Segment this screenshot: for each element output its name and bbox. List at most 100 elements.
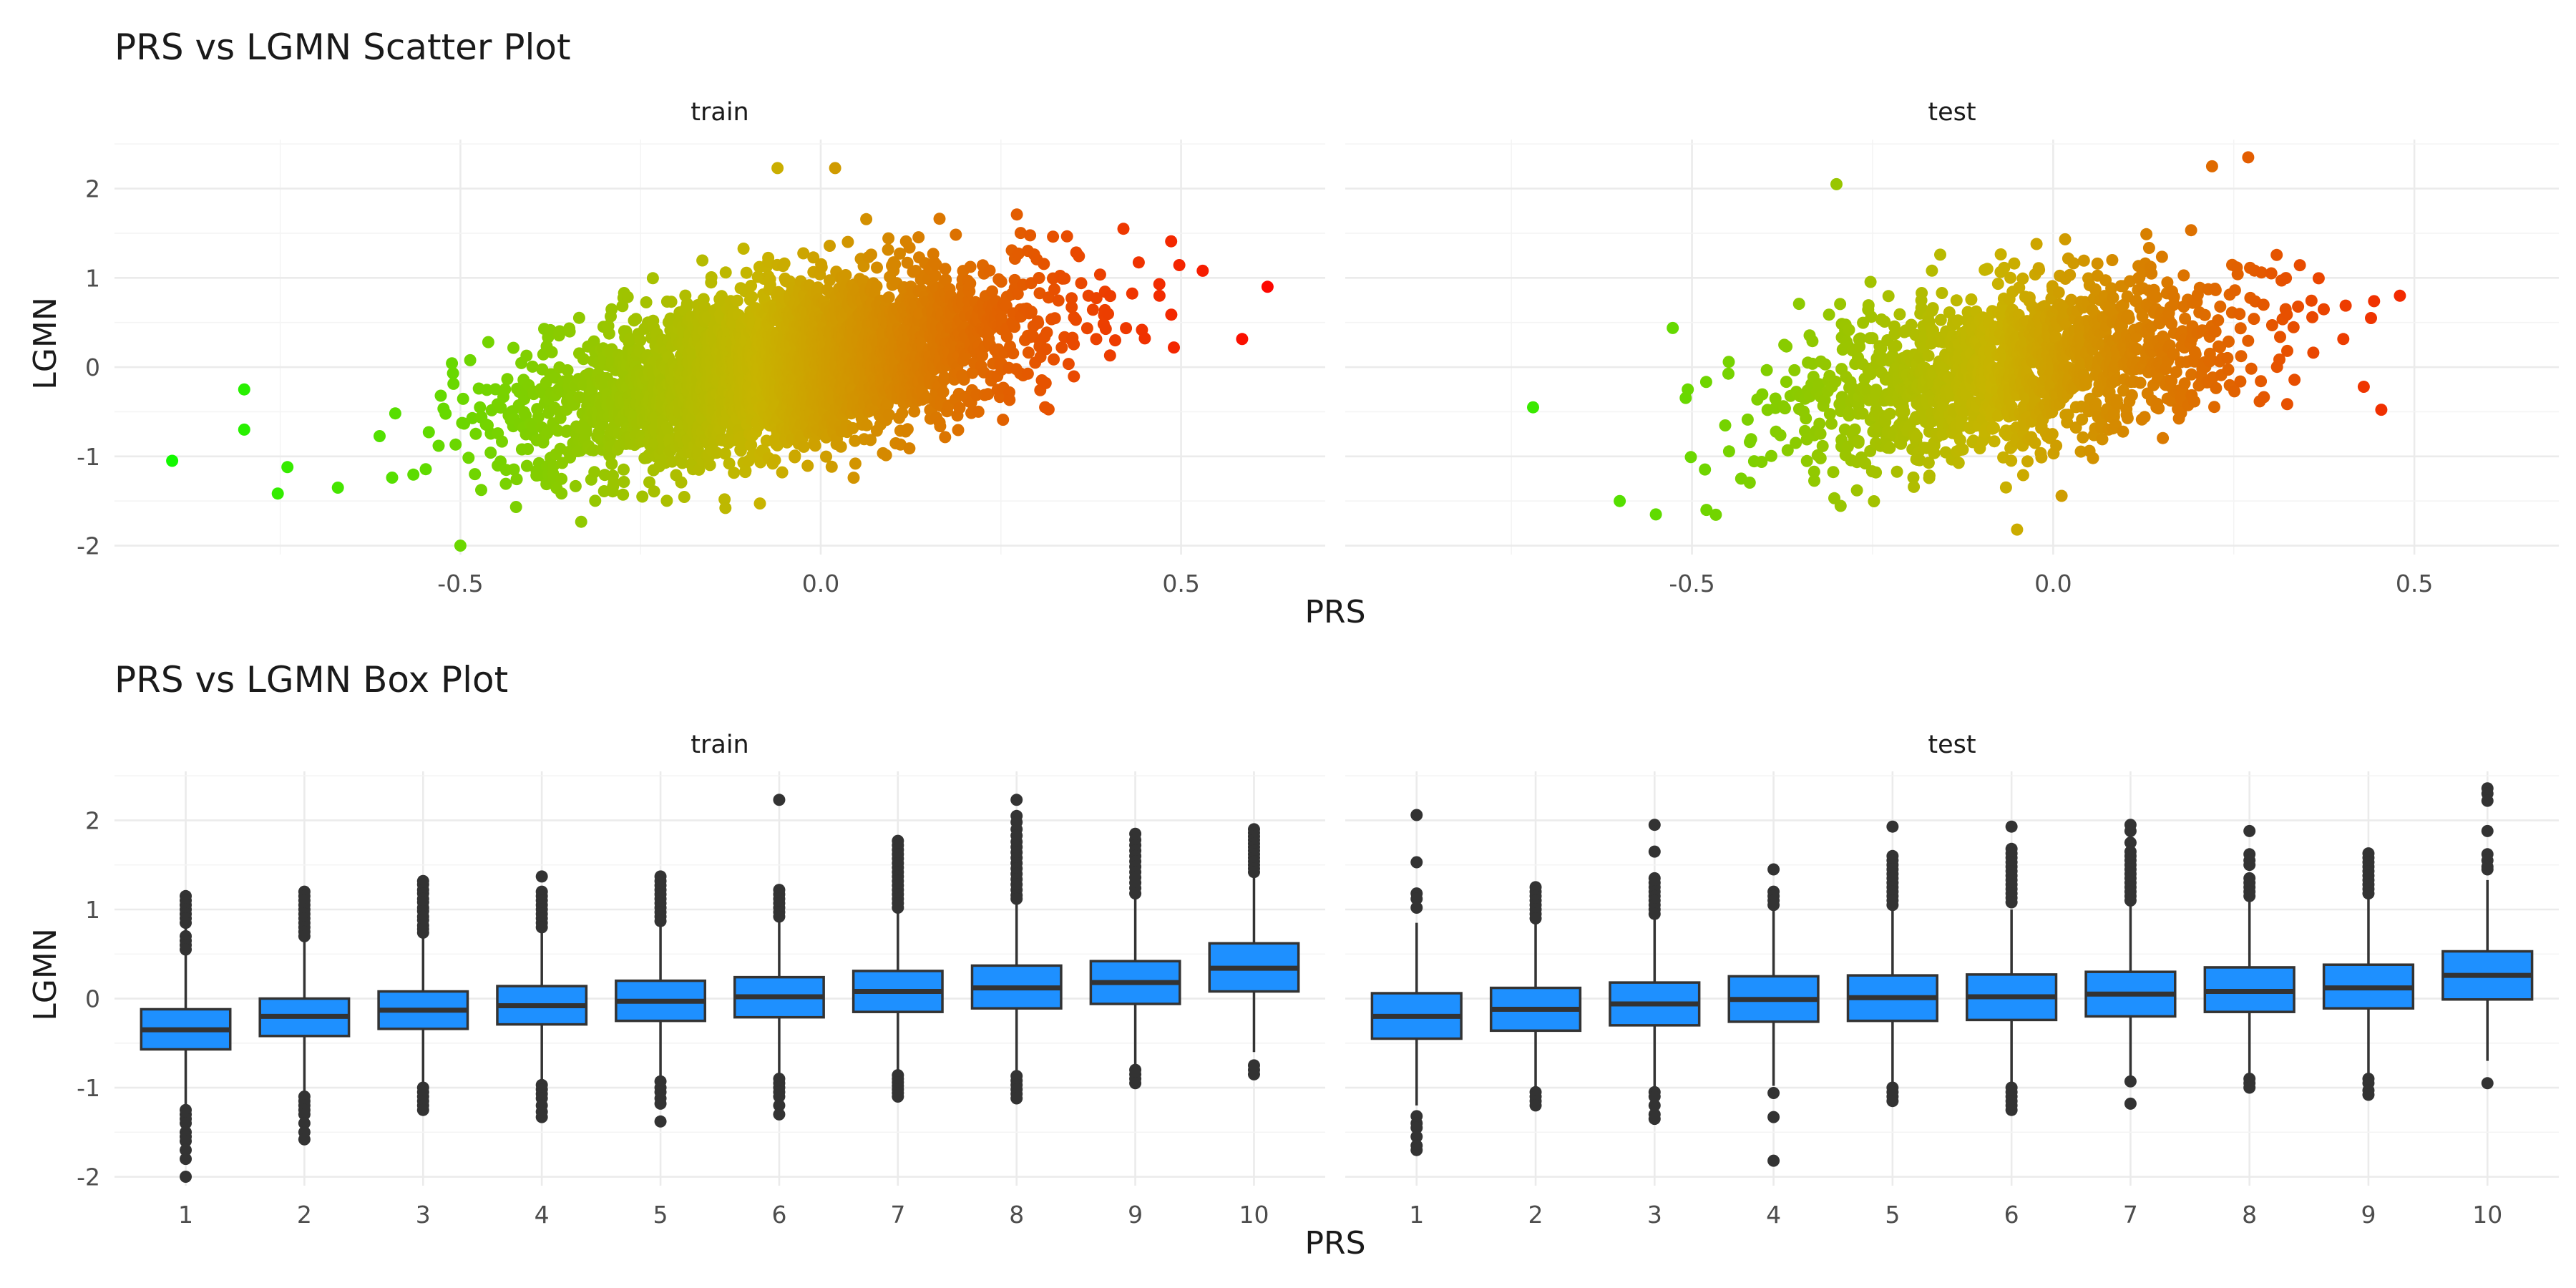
- scatter-point: [577, 353, 590, 366]
- scatter-point: [1911, 430, 1923, 443]
- scatter-point: [964, 277, 977, 290]
- scatter-point: [544, 323, 557, 336]
- scatter-point: [2188, 395, 2201, 408]
- scatter-point: [1908, 480, 1921, 493]
- scatter-point: [778, 257, 791, 270]
- scatter-point: [469, 427, 482, 440]
- scatter-point: [1800, 454, 1813, 467]
- scatter-point: [1830, 177, 1843, 190]
- scatter-point: [665, 296, 678, 308]
- scatter-point: [745, 439, 758, 452]
- scatter-point: [934, 420, 947, 433]
- scatter-point: [2150, 291, 2162, 303]
- scatter-point: [1007, 347, 1020, 360]
- scatter-point: [553, 325, 566, 338]
- scatter-point: [2077, 254, 2090, 267]
- x-tick-label: 0.0: [2034, 570, 2072, 597]
- scatter-point: [912, 231, 925, 244]
- x-tick-label: 0.0: [802, 570, 839, 597]
- scatter-point: [771, 162, 784, 175]
- scatter-point: [1010, 208, 1023, 221]
- scatter-point: [1788, 364, 1801, 376]
- scatter-point: [753, 497, 766, 510]
- scatter-point: [1614, 494, 1626, 507]
- scatter-point: [1093, 268, 1106, 281]
- y-tick-label: -1: [77, 443, 100, 471]
- scatter-point: [797, 440, 810, 453]
- scatter-point: [763, 278, 776, 291]
- scatter-point: [1965, 293, 1978, 306]
- scatter-point: [997, 414, 1010, 426]
- scatter-point: [860, 213, 873, 225]
- scatter-point: [1032, 317, 1045, 329]
- scatter-point: [2052, 286, 2065, 299]
- scatter-point: [1073, 250, 1085, 263]
- scatter-point: [2177, 269, 2190, 282]
- scatter-point: [1745, 433, 1757, 446]
- scatter-point: [2138, 411, 2151, 424]
- scatter-point: [374, 430, 386, 442]
- scatter-point: [1988, 435, 2001, 448]
- scatter-point: [1934, 248, 1946, 261]
- scatter-point: [1667, 321, 1679, 334]
- scatter-point: [2030, 238, 2043, 250]
- scatter-point: [972, 405, 985, 418]
- scatter-point: [1109, 334, 1121, 347]
- scatter-point: [882, 232, 895, 245]
- scatter-point: [2064, 268, 2077, 281]
- scatter-point: [630, 313, 643, 326]
- scatter-point: [675, 476, 688, 489]
- y-tick-label: -2: [77, 532, 100, 560]
- box-x-axis-label: PRS: [1304, 1225, 1365, 1262]
- scatter-point: [1792, 298, 1805, 311]
- scatter-point: [824, 240, 836, 252]
- scatter-point: [1132, 256, 1145, 269]
- scatter-point: [532, 411, 545, 424]
- scatter-point: [640, 296, 653, 308]
- scatter-point: [1709, 508, 1722, 521]
- scatter-point: [2091, 257, 2104, 270]
- scatter-point: [1760, 364, 1773, 376]
- scatter-point: [597, 485, 610, 497]
- scatter-point: [839, 269, 852, 281]
- scatter-point: [166, 454, 179, 467]
- scatter-point: [1138, 332, 1151, 345]
- scatter-point: [449, 438, 462, 451]
- scatter-point: [462, 452, 475, 464]
- scatter-point: [1865, 311, 1878, 323]
- scatter-point: [1102, 308, 1114, 321]
- scatter-point: [1916, 287, 1928, 299]
- scatter-panel-test: -0.5 0.0 0.5: [1345, 140, 2559, 597]
- scatter-point: [2011, 523, 2024, 536]
- scatter-point: [1168, 341, 1180, 354]
- scatter-point: [1039, 376, 1052, 389]
- scatter-point: [995, 275, 1008, 288]
- scatter-point: [469, 468, 482, 481]
- scatter-point: [1052, 294, 1065, 307]
- scatter-point: [696, 254, 709, 267]
- scatter-point: [950, 228, 962, 241]
- scatter-point: [1236, 333, 1249, 346]
- scatter-point: [1852, 435, 1865, 447]
- scatter-point: [602, 327, 615, 340]
- scatter-point: [1719, 419, 1732, 431]
- scatter-point: [801, 459, 814, 472]
- scatter-point: [1024, 229, 1037, 242]
- y-tick-label: 2: [85, 175, 100, 203]
- y-tick-label: 1: [85, 264, 100, 292]
- scatter-point: [563, 325, 576, 338]
- scatter-point: [1868, 495, 1880, 507]
- scatter-point: [507, 463, 520, 476]
- scatter-point: [634, 334, 647, 347]
- scatter-point: [509, 501, 522, 513]
- scatter-point: [746, 291, 758, 303]
- scatter-point: [434, 389, 447, 402]
- scatter-point: [705, 271, 718, 283]
- x-tick-label: 0.5: [1162, 570, 1199, 597]
- scatter-point: [1022, 346, 1035, 359]
- scatter-point: [2155, 250, 2168, 263]
- scatter-point: [903, 442, 916, 455]
- scatter-point: [2134, 376, 2147, 389]
- scatter-point: [1790, 436, 1802, 449]
